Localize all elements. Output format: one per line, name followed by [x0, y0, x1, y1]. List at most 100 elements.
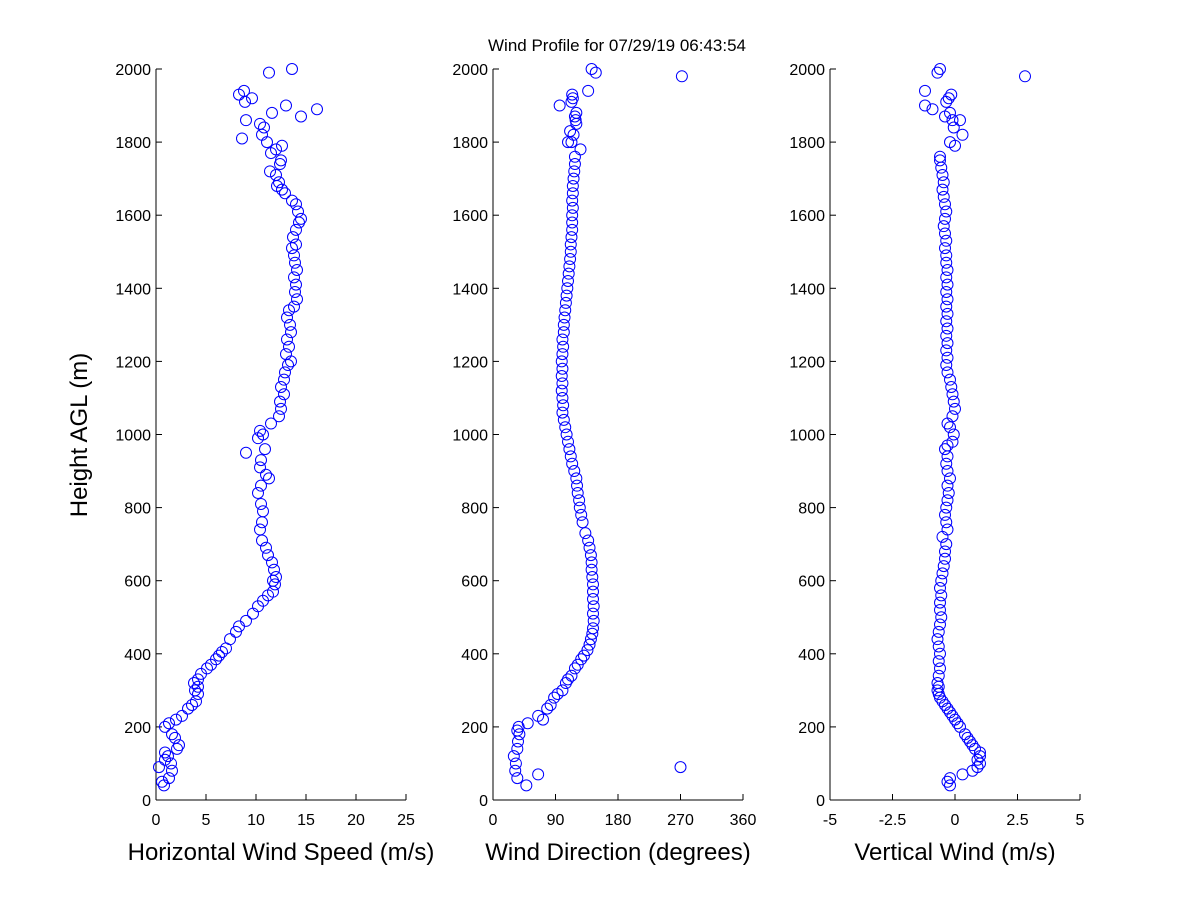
data-point	[254, 461, 266, 474]
data-point	[586, 627, 599, 640]
data-point	[931, 633, 944, 646]
y-tick-label: 2000	[452, 62, 488, 79]
data-point	[941, 351, 954, 364]
data-point	[553, 99, 566, 112]
data-point	[270, 571, 282, 584]
data-point	[944, 421, 956, 434]
data-point	[188, 677, 200, 690]
data-point	[934, 63, 946, 75]
data-point	[557, 399, 570, 412]
data-point	[274, 395, 286, 408]
data-point	[238, 84, 250, 97]
data-point	[937, 220, 950, 233]
data-point	[288, 271, 300, 284]
data-point	[289, 285, 301, 298]
x-tick-label: 15	[297, 812, 315, 829]
data-point	[159, 720, 171, 733]
data-point	[532, 709, 545, 722]
y-tick-label: 1200	[452, 354, 488, 371]
data-point	[156, 775, 168, 788]
y-tick-label: 1200	[789, 354, 825, 371]
data-point	[240, 614, 252, 627]
data-point	[283, 340, 295, 353]
data-point	[941, 293, 954, 306]
data-point	[570, 106, 583, 119]
data-point	[675, 70, 688, 83]
data-point	[940, 457, 953, 470]
data-point	[941, 494, 954, 507]
data-point	[586, 571, 599, 584]
data-point	[256, 128, 268, 141]
data-point	[511, 772, 524, 785]
data-point	[270, 143, 282, 156]
data-point	[569, 114, 582, 127]
data-point	[278, 388, 290, 401]
data-point	[182, 702, 194, 715]
data-point	[252, 486, 264, 499]
data-point	[288, 249, 300, 262]
data-point	[275, 380, 287, 393]
data-point	[267, 574, 279, 587]
panel-speed: 0 200 400 600 800 1000 1200 1400 1600 1800 2000 0 5 1…	[115, 62, 434, 866]
data-point	[934, 582, 946, 595]
y-tick-label: 1800	[115, 135, 151, 152]
data-point	[556, 684, 569, 697]
data-point	[936, 695, 949, 708]
data-point	[210, 653, 222, 666]
data-point	[934, 618, 946, 631]
data-point	[935, 574, 948, 587]
data-point	[562, 673, 574, 686]
x-tick-label: 5	[1076, 812, 1085, 829]
data-point	[564, 253, 577, 266]
data-point	[285, 355, 297, 368]
data-point	[564, 238, 577, 251]
data-point	[562, 267, 575, 280]
data-point	[564, 125, 577, 138]
data-point	[941, 523, 954, 536]
data-point	[282, 359, 294, 372]
data-point	[941, 479, 954, 492]
data-point	[941, 307, 954, 320]
data-point	[557, 413, 570, 426]
data-point	[940, 315, 953, 328]
data-point	[255, 479, 267, 492]
data-point	[937, 176, 950, 189]
data-point	[281, 333, 293, 346]
data-point	[568, 165, 581, 178]
data-point	[153, 761, 165, 774]
panel-vertical: 0 200 400 600 800 1000 1200 1400 1600 1800 2000 -5 -…	[789, 62, 1084, 866]
data-point	[945, 380, 958, 393]
x-tick-label: 0	[489, 812, 498, 829]
y-tick-label: 600	[798, 574, 825, 591]
data-point	[571, 486, 584, 499]
y-tick-label: 1800	[452, 135, 488, 152]
data-point	[942, 486, 955, 499]
data-point	[560, 289, 573, 302]
data-point	[939, 545, 951, 558]
x-tick-label: 270	[667, 812, 694, 829]
data-point	[566, 88, 579, 101]
data-point	[557, 326, 570, 339]
data-point	[573, 501, 586, 514]
data-point	[587, 585, 599, 598]
data-point	[532, 768, 545, 781]
data-point	[934, 647, 946, 660]
data-point	[585, 563, 598, 576]
data-point	[941, 337, 954, 350]
data-point	[579, 527, 592, 540]
data-point	[587, 607, 599, 620]
data-point	[559, 296, 572, 309]
data-point	[946, 410, 959, 423]
data-point	[255, 497, 267, 510]
data-point	[270, 168, 282, 181]
y-tick-label: 1000	[789, 428, 825, 445]
data-point	[954, 114, 966, 127]
y-tick-label: 600	[461, 574, 488, 591]
data-point	[162, 750, 174, 763]
data-point	[561, 282, 574, 295]
data-point	[934, 154, 946, 167]
y-tick-label: 1600	[452, 208, 488, 225]
data-point	[934, 150, 946, 163]
data-point	[240, 446, 252, 459]
data-point	[263, 66, 275, 79]
